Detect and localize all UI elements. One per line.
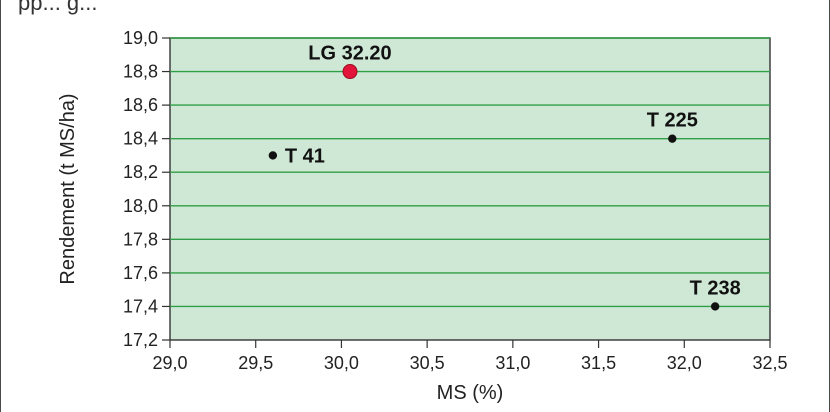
- y-tick-label: 18,2: [123, 162, 158, 182]
- point-label: LG 32.20: [308, 43, 391, 65]
- scatter-point: [268, 151, 278, 160]
- x-tick-label: 31,5: [581, 353, 616, 373]
- point-label: T 225: [647, 110, 698, 132]
- point-label: T 238: [690, 277, 741, 299]
- x-tick-label: 30,5: [410, 353, 445, 373]
- x-tick-label: 31,0: [495, 353, 530, 373]
- y-tick-label: 17,6: [123, 263, 158, 283]
- x-axis-label: MS (%): [437, 382, 504, 404]
- y-tick-label: 19,0: [123, 28, 158, 48]
- y-axis-label: Rendement (t MS/ha): [57, 93, 79, 284]
- scatter-point: [710, 302, 720, 311]
- x-tick-label: 30,0: [324, 353, 359, 373]
- scatter-point: [342, 64, 358, 80]
- point-label: T 41: [285, 145, 325, 167]
- y-tick-label: 18,8: [123, 62, 158, 82]
- y-tick-label: 17,4: [123, 296, 158, 316]
- chart-header-fragment: pp... g...: [18, 0, 98, 15]
- scatter-point: [668, 134, 677, 143]
- plot-area: [169, 37, 771, 341]
- y-tick-label: 17,2: [123, 330, 158, 350]
- x-tick-label: 29,0: [152, 353, 187, 373]
- x-tick-label: 32,0: [667, 353, 702, 373]
- x-tick-label: 29,5: [238, 353, 273, 373]
- y-tick-label: 18,6: [123, 95, 158, 115]
- y-tick-label: 17,8: [123, 229, 158, 249]
- x-tick-label: 32,5: [752, 353, 787, 373]
- y-tick-label: 18,4: [123, 129, 158, 149]
- y-tick-label: 18,0: [123, 196, 158, 216]
